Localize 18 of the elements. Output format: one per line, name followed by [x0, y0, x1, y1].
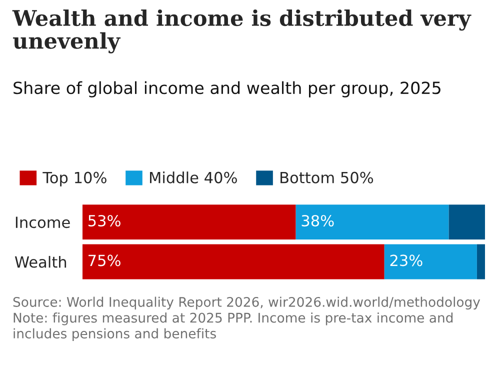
chart-title: Wealth and income is distributed very unevenly — [12, 9, 472, 54]
y-tick-label: Income — [16, 216, 70, 228]
data-label: 38% — [302, 214, 334, 227]
legend-label: Bottom 50% — [280, 172, 374, 184]
data-label: 23% — [390, 254, 422, 266]
bar — [82, 204, 296, 240]
legend-label: Top 10% — [42, 172, 106, 186]
bar — [384, 244, 477, 280]
data-label: 75% — [88, 254, 120, 266]
chart-subtitle: Share of global income and wealth per group, 2025 — [14, 81, 440, 98]
y-tick-label: Wealth — [14, 256, 66, 268]
bar — [448, 204, 485, 240]
bar — [476, 244, 485, 280]
legend-label: Middle 40% — [150, 172, 237, 184]
source-note: Source: World Inequality Report 2026, wir2026.wid.world/methodology Note: figures measured at 2025 PPP. Income is pre-tax income and includes pensions and benefits — [13, 296, 480, 342]
bar — [82, 244, 384, 280]
data-label: 53% — [88, 214, 120, 227]
bar — [296, 204, 449, 240]
